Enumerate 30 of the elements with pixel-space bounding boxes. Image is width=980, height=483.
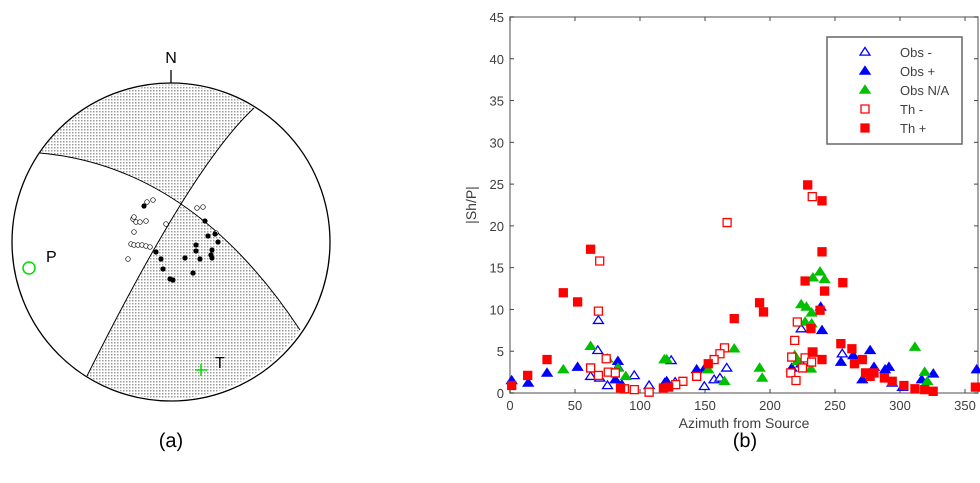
y-tick-label: 40 <box>490 52 504 67</box>
x-tick-label: 150 <box>694 398 716 413</box>
y-tick-label: 45 <box>490 10 504 25</box>
x-tick-label: 200 <box>759 398 781 413</box>
x-tick-label: 350 <box>954 398 976 413</box>
legend-label: Obs - <box>900 45 932 60</box>
y-tick-label: 35 <box>490 94 504 109</box>
legend-label: Th + <box>900 121 926 136</box>
text: T <box>215 355 225 372</box>
text: (b) <box>732 430 758 452</box>
legend-label: Th - <box>900 102 924 117</box>
x-tick-label: 100 <box>629 398 651 413</box>
y-tick-label: 0 <box>496 386 504 401</box>
y-tick-label: 25 <box>490 177 504 192</box>
text: P <box>46 249 57 266</box>
y-tick-label: 10 <box>490 302 504 318</box>
legend-label: Obs + <box>900 64 936 79</box>
x-tick-label: 0 <box>506 398 514 413</box>
y-tick-label: 30 <box>490 135 504 150</box>
text: (a) <box>158 430 184 452</box>
y-tick-label: 15 <box>490 260 504 276</box>
x-tick-label: 300 <box>889 398 911 413</box>
x-tick-label: 50 <box>568 398 582 413</box>
text: N <box>165 50 177 67</box>
y-axis-title: |Sh/P| <box>463 186 479 224</box>
legend-label: Obs N/A <box>900 83 950 98</box>
x-tick-label: 250 <box>824 398 846 413</box>
y-tick-label: 20 <box>490 218 504 234</box>
y-tick-label: 5 <box>496 344 504 360</box>
x-axis-title: Azimuth from Source <box>678 415 810 431</box>
